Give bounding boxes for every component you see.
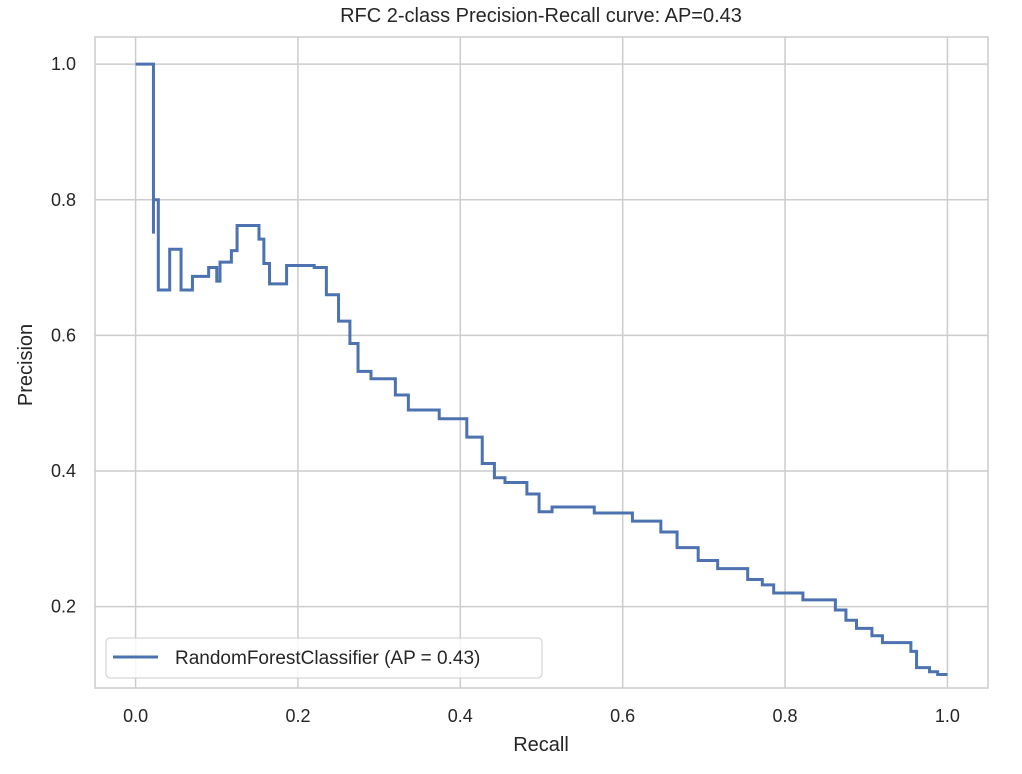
- legend-box: [105, 637, 543, 679]
- x-tick-label: 0.8: [773, 706, 798, 726]
- x-tick-label: 0.4: [448, 706, 473, 726]
- x-axis-label: Recall: [513, 734, 569, 756]
- x-tick-label: 0.6: [610, 706, 635, 726]
- grid-layer: [95, 37, 988, 688]
- x-tick-label: 1.0: [935, 706, 960, 726]
- legend-label: RandomForestClassifier (AP = 0.43): [175, 648, 480, 669]
- y-tick-labels: 0.2 0.4 0.6 0.8 1.0: [51, 54, 76, 617]
- y-axis-label: Precision: [15, 324, 37, 406]
- x-tick-label: 0.0: [123, 706, 148, 726]
- y-tick-label: 0.8: [51, 190, 76, 210]
- x-tick-labels: 0.0 0.2 0.4 0.6 0.8 1.0: [123, 706, 960, 726]
- chart-title: RFC 2-class Precision-Recall curve: AP=0…: [340, 5, 742, 27]
- plot-frame: [94, 36, 989, 689]
- x-tick-label: 0.2: [285, 706, 310, 726]
- legend: RandomForestClassifier (AP = 0.43): [105, 637, 543, 679]
- y-tick-label: 0.2: [51, 597, 76, 617]
- y-tick-label: 1.0: [51, 54, 76, 74]
- y-tick-label: 0.4: [51, 461, 76, 481]
- series-line: [135, 62, 948, 676]
- y-tick-label: 0.6: [51, 325, 76, 345]
